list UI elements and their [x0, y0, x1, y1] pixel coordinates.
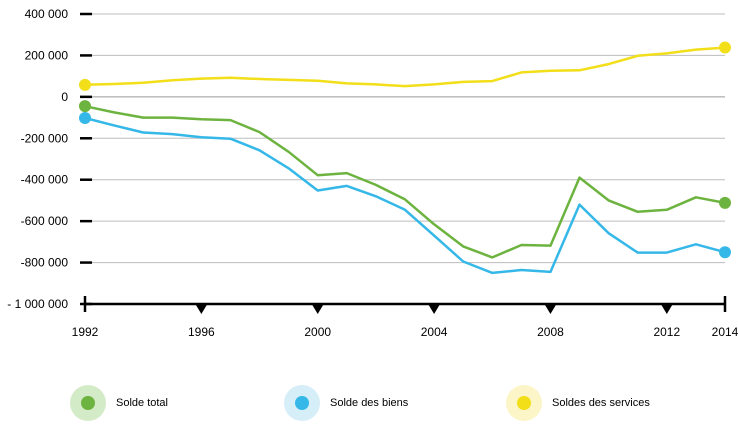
series-line-2: [84, 46, 726, 88]
y-axis-labels: 400 000 200 000 0 -200 000 -400 000 -600 000 -…: [7, 7, 68, 311]
legend-item-soldes-des-services[interactable]: Soldes des services: [506, 383, 650, 423]
y-axis-ticks: [80, 12, 92, 306]
y-tick-label: 400 000: [25, 7, 69, 21]
x-tick-label: 2014: [712, 325, 738, 339]
series-start-point-0: [79, 100, 91, 113]
x-axis: [83, 296, 727, 314]
legend-label: Soldes des services: [552, 397, 650, 409]
legend-item-solde-total[interactable]: Solde total: [70, 383, 168, 423]
legend-marker-halo: [284, 385, 320, 421]
series-start-point-1: [79, 111, 91, 124]
x-tick-label: 2008: [537, 325, 564, 339]
series-end-point-2: [719, 41, 731, 54]
x-tick-label: 2000: [304, 325, 331, 339]
series-line-1: [84, 116, 726, 275]
y-tick-label: -800 000: [21, 256, 69, 270]
x-tick-marker: [660, 304, 673, 314]
legend-marker-dot: [517, 396, 531, 410]
series-lines: [84, 46, 726, 275]
x-tick-label: 2012: [653, 325, 680, 339]
x-tick-label: 1996: [188, 325, 215, 339]
y-tick-label: 0: [61, 90, 68, 104]
y-tick-label: -600 000: [21, 214, 69, 228]
legend-marker-dot: [295, 396, 309, 410]
legend: Solde total Solde des biens Soldes des s…: [0, 383, 738, 423]
legend-label: Solde total: [116, 397, 168, 409]
legend-marker-dot: [81, 396, 95, 410]
y-tick-label: -200 000: [21, 131, 69, 145]
y-tick-label: 200 000: [25, 48, 69, 62]
series-end-point-1: [719, 246, 731, 259]
series-start-point-2: [79, 78, 91, 91]
series-end-point-0: [719, 196, 731, 209]
x-tick-marker: [311, 304, 324, 314]
line-chart: 400 000 200 000 0 -200 000 -400 000 -600 000 -…: [7, 7, 738, 339]
y-tick-label: - 1 000 000: [7, 297, 68, 311]
series-line-0: [84, 104, 726, 259]
legend-marker-halo: [506, 385, 542, 421]
y-tick-label: -400 000: [21, 173, 69, 187]
x-tick-marker: [195, 304, 208, 314]
x-tick-label: 1992: [72, 325, 99, 339]
x-tick-label: 2004: [421, 325, 448, 339]
x-tick-marker: [428, 304, 441, 314]
x-tick-marker: [544, 304, 557, 314]
x-axis-labels: 1992 1996 2000 2004 2008 2012 2014: [72, 325, 738, 339]
series-end-markers: [79, 41, 731, 259]
gridlines: [85, 13, 725, 264]
legend-marker-halo: [70, 385, 106, 421]
legend-label: Solde des biens: [330, 397, 409, 409]
legend-item-solde-des-biens[interactable]: Solde des biens: [284, 383, 408, 423]
